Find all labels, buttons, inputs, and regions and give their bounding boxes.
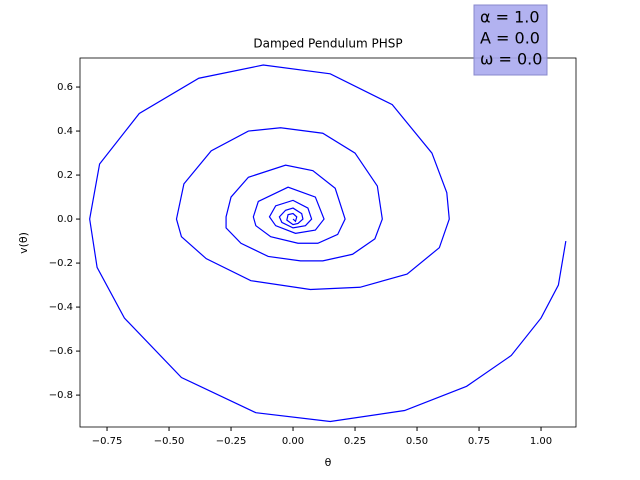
x-tick-label: −0.25 [216, 436, 247, 447]
y-tick-label: 0.6 [57, 82, 73, 93]
annotation-line: ω = 0.0 [480, 50, 542, 69]
x-tick-label: 0.25 [344, 436, 366, 447]
y-axis-label: v(θ) [17, 232, 30, 254]
annotation-line: α = 1.0 [480, 8, 540, 27]
y-tick-label: 0.0 [57, 214, 73, 225]
x-tick-label: 0.75 [468, 436, 490, 447]
y-tick-label: −0.2 [49, 258, 73, 269]
chart-title: Damped Pendulum PHSP [253, 37, 402, 51]
x-tick-label: −0.50 [154, 436, 185, 447]
y-tick-label: −0.6 [49, 346, 73, 357]
y-tick-label: 0.2 [57, 170, 73, 181]
y-tick-label: −0.8 [49, 390, 73, 401]
x-tick-label: 0.00 [282, 436, 304, 447]
annotation-box [473, 4, 548, 76]
data-line [89, 64, 567, 423]
x-tick-label: 1.00 [530, 436, 552, 447]
x-tick-label: −0.75 [92, 436, 123, 447]
axes-frame [79, 57, 577, 428]
y-tick-label: 0.4 [57, 126, 73, 137]
x-tick-label: 0.50 [406, 436, 428, 447]
annotation-line: A = 0.0 [480, 29, 540, 48]
y-tick-label: −0.4 [49, 302, 73, 313]
x-axis-label: θ [325, 456, 332, 469]
